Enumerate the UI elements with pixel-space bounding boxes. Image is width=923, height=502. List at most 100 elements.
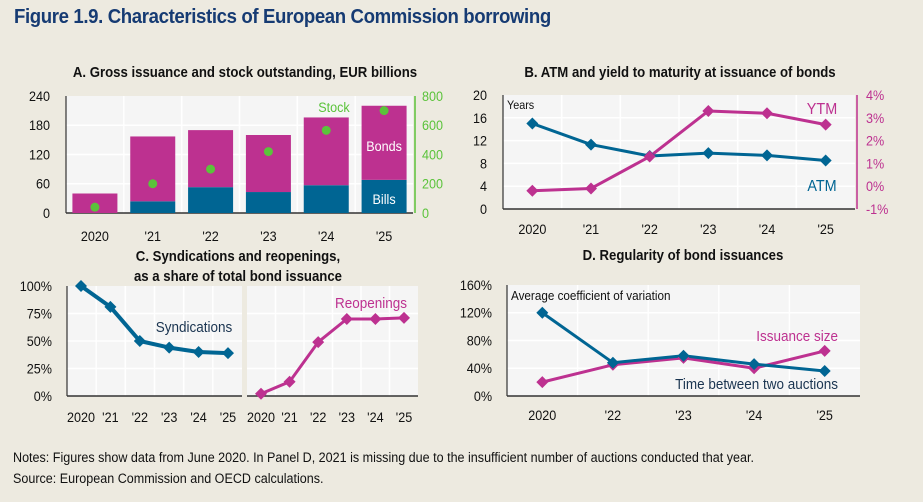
syndications-point [104,300,117,313]
panel-b-xtick: 2020 [518,221,546,237]
reopenings-point [312,336,325,349]
atm-point [526,117,539,130]
panel-a-ytick: 60 [36,176,50,192]
atm-point [819,154,832,167]
reopenings-point [340,313,353,325]
label-bonds: Bonds [366,138,402,154]
panel-c-right-xtick: '25 [396,409,412,425]
reopenings-point [369,313,382,325]
label-time-between-auctions: Time between two auctions [675,376,838,393]
panel-a-y2tick: 600 [422,118,443,134]
panel-a-ytick: 120 [29,147,50,163]
bar-bills [303,185,349,213]
panel-d-ytick: 160% [460,277,492,293]
panel-b-ytick: 4 [480,179,487,195]
panel-c-ytick: 25% [27,361,52,377]
panel-c-ytick: 50% [27,333,52,349]
bar-bonds [130,136,176,202]
panel-a-xtick: '23 [260,228,276,244]
panel-c-right-xtick: '23 [339,409,355,425]
source-text: Source: European Commission and OECD cal… [13,471,324,486]
panel-d-xtick: '24 [746,407,762,423]
panel-c-right-xtick: 2020 [247,409,275,425]
syndications-point [75,280,87,292]
label-reopenings: Reopenings [335,295,407,312]
time-between-auctions-point [818,365,831,378]
panel-a-ytick: 180 [29,118,50,134]
panel-b-y2tick: 3% [866,110,884,126]
panel-c-ytick: 75% [27,306,52,322]
panel-a-xtick: '21 [145,228,161,244]
panel-a-xtick: '22 [202,228,218,244]
panel-b-ytick: 20 [473,87,487,103]
panel-b-ytick: 12 [473,133,487,149]
reopenings-point [255,387,267,400]
panel-d-xtick: '22 [605,407,621,423]
panel-b-ytick: 8 [480,156,487,172]
ytm-line [532,109,826,193]
panel-d-xtick: '23 [675,407,691,423]
panel-c-right-xtick: '22 [310,409,326,425]
label-bills: Bills [373,191,396,207]
ytm-point [643,150,656,163]
panel-c-ytick: 0% [34,388,52,404]
stock-point [263,147,273,157]
panel-b-xtick: '21 [583,221,599,237]
ytm-point [761,107,773,120]
bar-bills [188,187,234,213]
panel-c-left-xtick: 2020 [67,409,95,425]
panel-c-title: C. Syndications and reopenings, [136,247,340,264]
panel-d-xtick: 2020 [528,407,556,423]
notes-text: Notes: Figures show data from June 2020.… [13,450,754,465]
ytm-point [585,182,597,195]
label-issuance-size: Issuance size [756,328,838,345]
stock-point [206,164,216,174]
ytm-point [526,184,539,197]
stock-point [148,179,158,189]
panel-d-xtick: '25 [816,407,832,423]
syndications-point [222,347,234,360]
panel-b-y2tick: 1% [866,156,884,172]
label-atm: ATM [807,177,836,195]
reopenings-point [283,375,296,388]
panel-b-title: B. ATM and yield to maturity at issuance… [524,63,835,80]
figure-notes: Notes: Figures show data from June 2020.… [13,447,754,489]
stock-point [321,125,331,135]
panel-b-y2tick: 4% [866,87,884,103]
stock-point [90,202,100,212]
bar-bills [245,192,291,213]
panel-a-y2tick: 400 [422,147,443,163]
issuance-size-point [536,376,549,389]
bar-bonds [188,130,234,188]
label-ytm: YTM [807,100,837,118]
syndications-point [192,346,205,358]
atm-point [761,149,773,162]
panel-b-ytick: 0 [480,201,487,217]
time-between-auctions-point [748,358,761,371]
stock-point [379,106,389,116]
panel-b-y2tick: -1% [866,201,889,217]
panel-c-left-xtick: '21 [102,409,118,425]
panel-b-xtick: '25 [817,221,833,237]
time-between-auctions-point [606,356,619,369]
panel-c-right-xtick: '24 [367,409,383,425]
panel-d-annotation: Average coefficient of variation [511,288,671,303]
issuance-size-point [818,344,831,357]
syndications-point [133,335,146,347]
panel-b-xtick: '22 [641,221,657,237]
panel-a-y2tick: 0 [422,205,429,221]
panel-c-left-xtick: '25 [220,409,236,425]
panel-a-title: A. Gross issuance and stock outstanding,… [73,63,417,80]
label-stock: Stock [318,99,350,115]
time-between-auctions-point [677,349,690,362]
panel-a-xtick: 2020 [81,228,109,244]
time-between-auctions-point [536,306,549,319]
panel-c-left-xtick: '23 [161,409,177,425]
panel-a-y2tick: 800 [422,88,443,104]
atm-line [531,122,826,163]
panel-a-xtick: '24 [318,228,334,244]
panel-c-ytick: 100% [20,278,52,294]
bar-bills [361,179,407,213]
ytm-point [819,118,832,131]
